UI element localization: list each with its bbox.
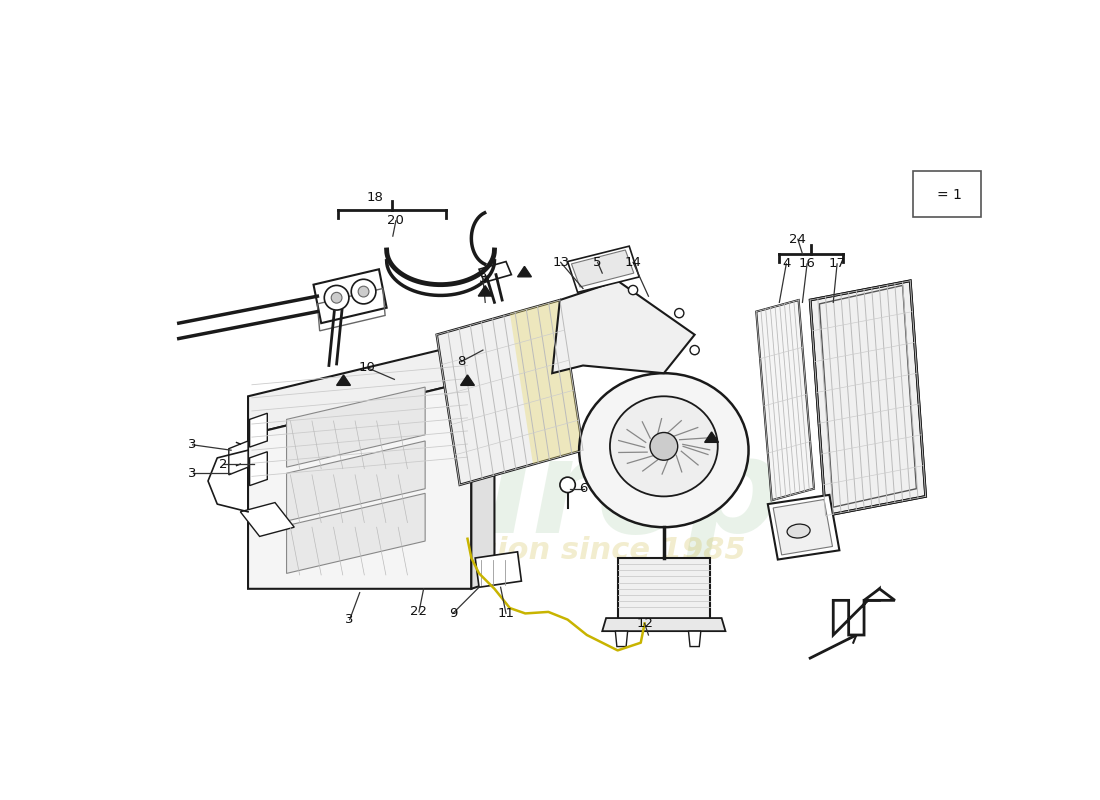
Polygon shape (568, 246, 639, 292)
Polygon shape (480, 262, 512, 282)
Text: 16: 16 (799, 258, 815, 270)
Circle shape (359, 286, 369, 297)
Polygon shape (472, 373, 495, 589)
FancyBboxPatch shape (913, 171, 981, 217)
Polygon shape (461, 375, 474, 386)
Text: 4: 4 (782, 258, 791, 270)
Text: 13: 13 (552, 256, 569, 269)
Polygon shape (773, 499, 833, 555)
Polygon shape (475, 552, 521, 587)
Text: 17: 17 (828, 258, 846, 270)
Text: 2: 2 (219, 458, 228, 470)
Text: 3: 3 (188, 467, 197, 480)
Polygon shape (517, 266, 531, 277)
Text: 5: 5 (593, 256, 602, 269)
Polygon shape (552, 281, 695, 373)
Circle shape (628, 286, 638, 294)
Text: 22: 22 (410, 606, 428, 618)
Text: 11: 11 (497, 607, 515, 620)
Text: europ: europ (348, 433, 782, 560)
Polygon shape (286, 387, 425, 467)
Polygon shape (250, 414, 267, 447)
Polygon shape (834, 589, 880, 635)
Text: = 1: = 1 (937, 187, 962, 202)
Polygon shape (286, 441, 425, 521)
Polygon shape (810, 281, 926, 516)
Polygon shape (768, 495, 839, 559)
Polygon shape (705, 432, 718, 442)
Polygon shape (249, 342, 472, 435)
Text: 14: 14 (625, 256, 641, 269)
Text: 3: 3 (478, 272, 487, 285)
Polygon shape (241, 502, 295, 537)
Text: 20: 20 (387, 214, 405, 227)
Polygon shape (286, 494, 425, 574)
Polygon shape (572, 250, 634, 287)
Polygon shape (618, 558, 711, 619)
Polygon shape (615, 631, 628, 646)
Text: 3: 3 (345, 613, 354, 626)
Text: 10: 10 (359, 362, 376, 374)
Polygon shape (478, 286, 492, 296)
Polygon shape (757, 300, 814, 500)
Polygon shape (250, 452, 267, 486)
Circle shape (560, 477, 575, 493)
Polygon shape (603, 618, 726, 631)
Polygon shape (922, 186, 934, 196)
Circle shape (351, 279, 376, 304)
Circle shape (331, 292, 342, 303)
Text: a passion since 1985: a passion since 1985 (387, 536, 746, 565)
Circle shape (690, 346, 700, 354)
Circle shape (674, 309, 684, 318)
Polygon shape (437, 300, 583, 485)
Text: 18: 18 (366, 191, 384, 204)
Polygon shape (249, 381, 472, 589)
Ellipse shape (579, 373, 749, 527)
Text: 3: 3 (188, 438, 197, 451)
Circle shape (650, 433, 678, 460)
Text: 6: 6 (580, 482, 588, 495)
Polygon shape (337, 375, 351, 386)
Text: 12: 12 (636, 617, 653, 630)
Polygon shape (229, 441, 249, 475)
Ellipse shape (788, 524, 810, 538)
Ellipse shape (609, 396, 717, 496)
Polygon shape (510, 300, 583, 464)
Polygon shape (689, 631, 701, 646)
Text: 9: 9 (449, 607, 458, 620)
Circle shape (324, 286, 349, 310)
Polygon shape (865, 589, 895, 600)
Text: 24: 24 (790, 233, 806, 246)
Polygon shape (314, 270, 387, 323)
Text: 8: 8 (458, 355, 465, 368)
